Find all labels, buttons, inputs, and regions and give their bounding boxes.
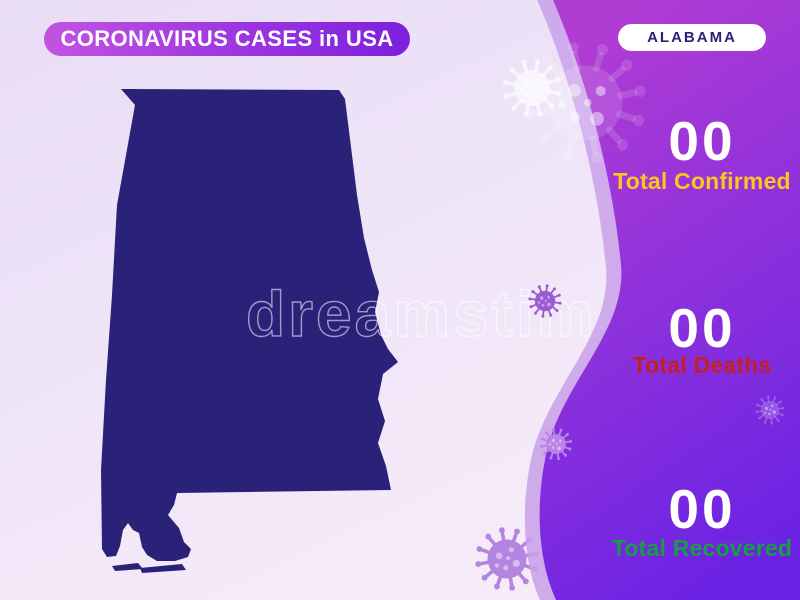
total-deaths-value: 00 [668,297,736,359]
stats-panel-background [539,0,800,600]
total-recovered-label: Total Recovered [611,535,793,561]
coastal-island-strip [140,564,186,573]
alabama-map-shape [101,89,398,573]
total-recovered-value: 00 [668,478,736,540]
title-badge-label: CORONAVIRUS CASES in USA [60,26,394,51]
total-confirmed-label: Total Confirmed [613,168,791,194]
total-deaths-label: Total Deaths [632,352,772,378]
state-badge: ALABAMA [618,24,766,51]
coastal-island-strip [112,563,143,571]
watermark-text: dreamstime [246,278,635,350]
total-confirmed-value: 00 [668,110,736,172]
state-badge-label: ALABAMA [647,29,737,46]
title-badge: CORONAVIRUS CASES in USA [44,22,410,56]
